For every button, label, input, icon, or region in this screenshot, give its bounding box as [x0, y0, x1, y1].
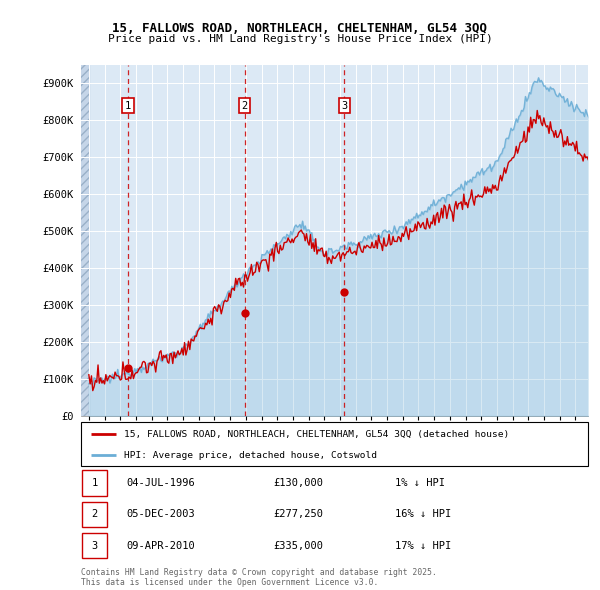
Bar — [82, 533, 107, 559]
Text: Price paid vs. HM Land Registry's House Price Index (HPI): Price paid vs. HM Land Registry's House … — [107, 34, 493, 44]
Text: 1% ↓ HPI: 1% ↓ HPI — [395, 478, 445, 488]
Bar — [82, 470, 107, 496]
Text: 04-JUL-1996: 04-JUL-1996 — [127, 478, 196, 488]
Text: £130,000: £130,000 — [274, 478, 323, 488]
Text: HPI: Average price, detached house, Cotswold: HPI: Average price, detached house, Cots… — [124, 451, 377, 460]
Text: 3: 3 — [92, 541, 98, 550]
Text: 09-APR-2010: 09-APR-2010 — [127, 541, 196, 550]
Text: 05-DEC-2003: 05-DEC-2003 — [127, 510, 196, 519]
Text: 15, FALLOWS ROAD, NORTHLEACH, CHELTENHAM, GL54 3QQ: 15, FALLOWS ROAD, NORTHLEACH, CHELTENHAM… — [113, 22, 487, 35]
Text: £277,250: £277,250 — [274, 510, 323, 519]
Text: £335,000: £335,000 — [274, 541, 323, 550]
Text: 15, FALLOWS ROAD, NORTHLEACH, CHELTENHAM, GL54 3QQ (detached house): 15, FALLOWS ROAD, NORTHLEACH, CHELTENHAM… — [124, 430, 509, 439]
Text: 16% ↓ HPI: 16% ↓ HPI — [395, 510, 452, 519]
Text: 3: 3 — [341, 100, 347, 110]
Text: 2: 2 — [92, 510, 98, 519]
Text: Contains HM Land Registry data © Crown copyright and database right 2025.
This d: Contains HM Land Registry data © Crown c… — [81, 568, 437, 587]
Text: 17% ↓ HPI: 17% ↓ HPI — [395, 541, 452, 550]
Text: 1: 1 — [92, 478, 98, 488]
Bar — [81, 65, 89, 416]
Text: 2: 2 — [241, 100, 248, 110]
Bar — [82, 502, 107, 527]
Text: 1: 1 — [125, 100, 131, 110]
Bar — [81, 65, 89, 416]
